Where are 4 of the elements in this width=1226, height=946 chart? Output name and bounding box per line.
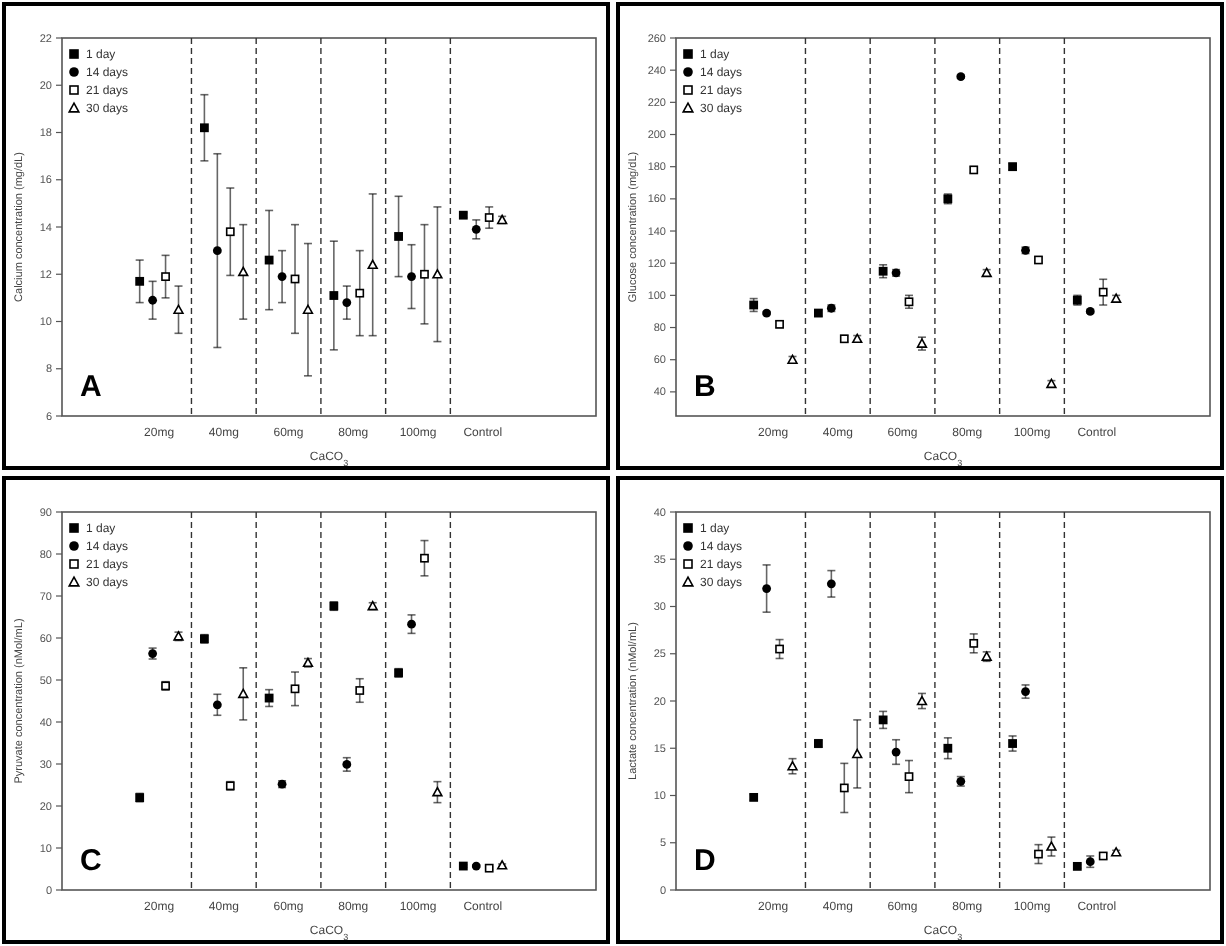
- text: B: [694, 370, 716, 404]
- text: C: [80, 844, 102, 878]
- text: D: [694, 844, 716, 878]
- text: A: [80, 370, 102, 404]
